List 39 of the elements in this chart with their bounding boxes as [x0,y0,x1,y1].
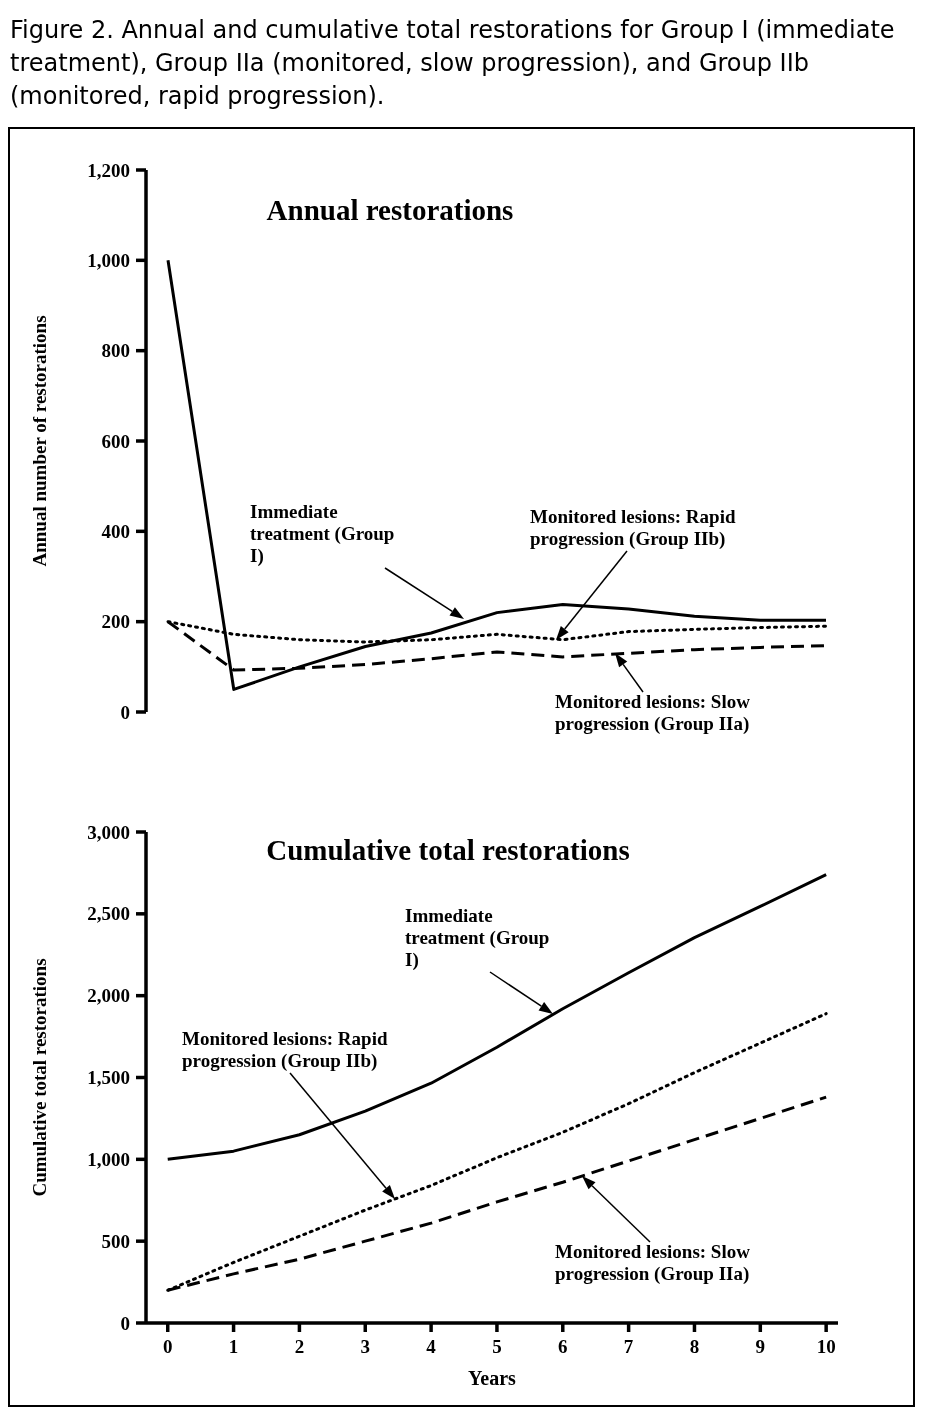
x-tick-label: 5 [492,1336,502,1357]
y-tick-label: 600 [101,430,130,452]
y-axis-title: Cumulative total restorations [29,958,50,1197]
annotation: Monitored lesions: Slow progression (Group IIa) [555,1241,751,1285]
x-tick-label: 6 [558,1336,568,1357]
x-tick-label: 0 [162,1336,173,1357]
annotation: Immediate treatment (Group I) [405,905,550,971]
x-tick-label: 3 [360,1336,370,1357]
y-tick-label: 1,500 [87,1067,130,1089]
y-tick-label: 0 [120,1312,130,1334]
y-tick-label: 800 [101,340,130,362]
annotation: Immediate treatment (Group I) [250,501,395,567]
annotation: Monitored lesions: Rapid progression (Group IIb) [530,506,736,550]
caption: Figure 2. Annual and cumulative total restorations for Group I (immediate treatment), Group IIa (monitored, slow progression), and Group IIb (monitored, rapid progression). [10,16,895,110]
y-tick-label: 200 [101,611,130,633]
text: Annual restorations [266,194,514,226]
x-tick-label: 8 [689,1336,700,1357]
y-tick-label: 500 [101,1230,130,1252]
y-tick-label: 1,200 [87,159,130,181]
line-series [166,258,828,691]
chart-title: Cumulative total restorations [266,834,630,866]
y-tick-label: 400 [101,520,130,542]
annotation: Monitored lesions: Rapid progression (Group IIb) [182,1028,388,1072]
x-axis-title: Years [468,1367,517,1389]
y-axis-title: Annual number of restorations [29,315,50,567]
x-tick-label: 9 [755,1336,766,1357]
x-tick-label: 7 [623,1336,634,1357]
y-tick-label: 1,000 [87,1148,130,1170]
x-tick-label: 2 [294,1336,305,1357]
y-tick-label: 2,000 [87,985,130,1007]
y-tick-label: 0 [120,701,130,723]
x-tick-label: 10 [816,1336,836,1357]
x-tick-label: 4 [426,1336,437,1357]
y-tick-label: 1,000 [87,249,130,271]
annotation: Monitored lesions: Slow progression (Group IIa) [555,691,751,735]
x-tick-label: 1 [228,1336,239,1357]
y-tick-label: 3,000 [87,821,130,843]
line-series [166,873,828,1161]
y-tick-label: 2,500 [87,903,130,925]
